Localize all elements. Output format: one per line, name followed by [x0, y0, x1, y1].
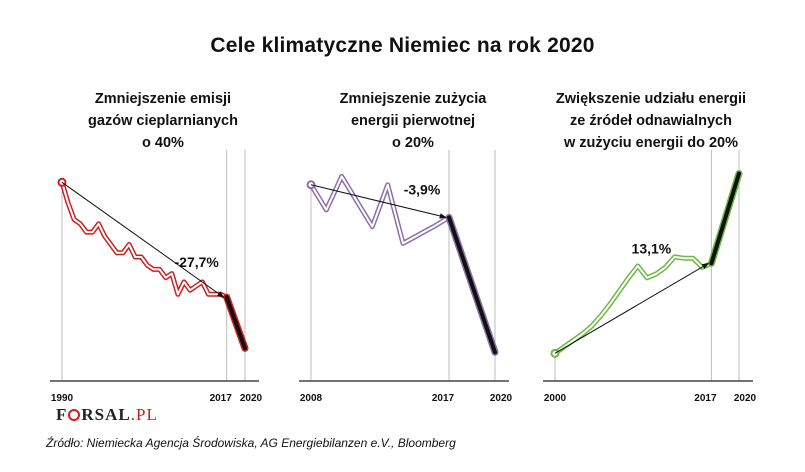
source-note: Źródło: Niemiecka Agencja Środowiska, AG… [46, 436, 456, 450]
projection-line-energy [447, 215, 497, 355]
x-tick-label-2020: 2020 [734, 393, 757, 404]
change-label-energy: -3,9% [404, 181, 441, 197]
series-line-inner-renewables [554, 255, 713, 355]
panel-title-line: Zmniejszenie zużycia [339, 91, 487, 107]
x-tick-label-2017: 2017 [432, 393, 455, 404]
x-tick-label-2017: 2017 [694, 393, 717, 404]
series-line-inner-energy [310, 175, 450, 245]
forsal-logo: F RSAL.PL [56, 405, 158, 425]
panel-title-line: gazów cieplarnianych [88, 113, 238, 129]
change-label-emissions: -27,7% [175, 254, 220, 270]
x-tick-label-2020: 2020 [490, 393, 513, 404]
panel-title-line: ze źródeł odnawialnych [570, 113, 732, 129]
projection-line-renewables [709, 171, 741, 266]
logo-brand-start: F [56, 405, 68, 424]
trend-arrow-renewables [554, 263, 710, 354]
trend-arrow-emissions [61, 181, 225, 298]
panel-title-line: Zmniejszenie emisji [94, 91, 232, 107]
logo-brand-end: RSAL [81, 405, 131, 424]
main-title: Cele klimatyczne Niemiec na rok 2020 [210, 34, 595, 57]
trend-arrow-energy [310, 184, 447, 219]
series-line-inner-emissions [61, 181, 228, 299]
panel-title-line: o 40% [142, 135, 184, 151]
x-tick-label-2000: 2000 [544, 393, 567, 404]
panel-title-line: Zwiększenie udziału energii [555, 91, 747, 107]
panel-title-line: energii pierwotnej [350, 113, 476, 129]
x-tick-label-2020: 2020 [240, 393, 263, 404]
panel-title-line: o 20% [392, 135, 434, 151]
x-tick-label-2017: 2017 [210, 393, 233, 404]
change-label-renewables: 13,1% [632, 240, 672, 256]
logo-suffix: .PL [130, 405, 158, 424]
panel-title-emissions: Zmniejszenie emisji gazów cieplarnianych… [48, 88, 278, 154]
panel-title-renewables: Zwiększenie udziału energii ze źródeł od… [536, 88, 766, 154]
projection-line-emissions [224, 295, 247, 351]
x-tick-label-2008: 2008 [300, 393, 323, 404]
logo-o-icon [68, 409, 81, 421]
panel-title-energy: Zmniejszenie zużycia energii pierwotnej … [298, 88, 528, 154]
panel-title-line: w zużyciu energii do 20% [563, 135, 739, 151]
x-tick-label-1990: 1990 [51, 393, 74, 404]
